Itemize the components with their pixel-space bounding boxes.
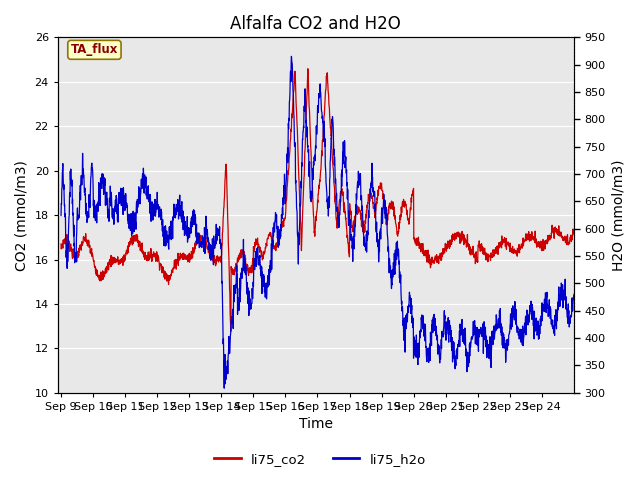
X-axis label: Time: Time [299,418,333,432]
Text: TA_flux: TA_flux [71,43,118,56]
Title: Alfalfa CO2 and H2O: Alfalfa CO2 and H2O [230,15,401,33]
Legend: li75_co2, li75_h2o: li75_co2, li75_h2o [209,447,431,471]
Y-axis label: CO2 (mmol/m3): CO2 (mmol/m3) [15,160,29,271]
Y-axis label: H2O (mmol/m3): H2O (mmol/m3) [611,159,625,271]
